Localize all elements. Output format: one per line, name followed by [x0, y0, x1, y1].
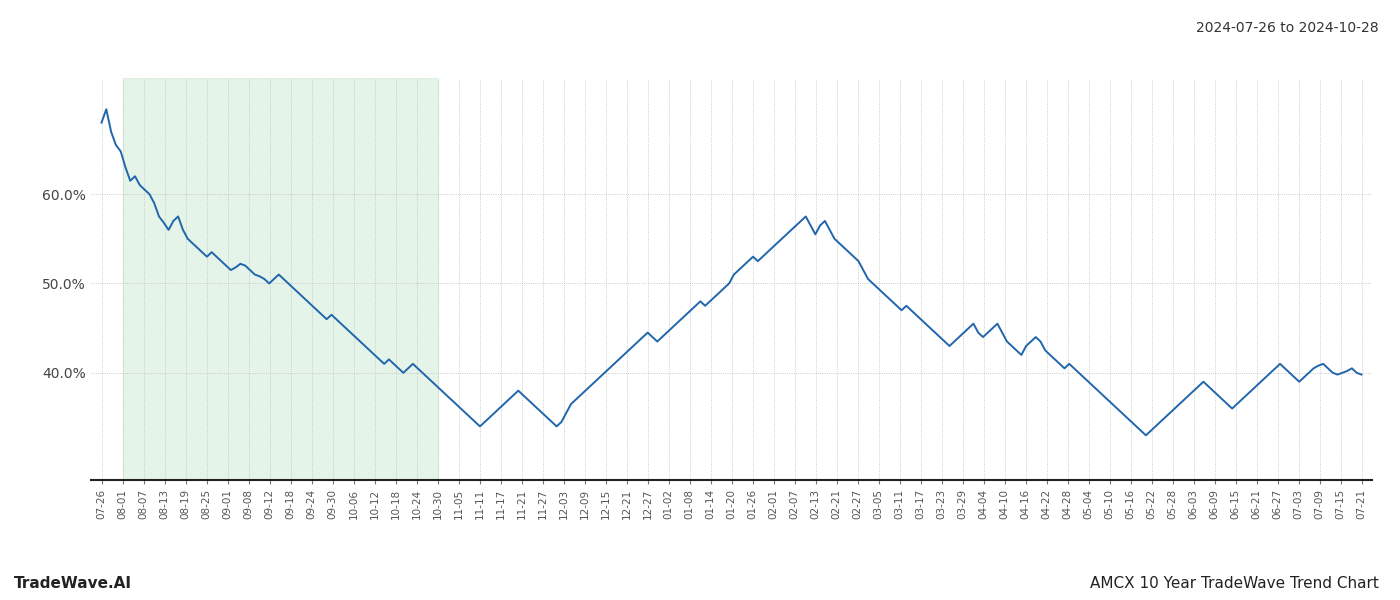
- Text: TradeWave.AI: TradeWave.AI: [14, 576, 132, 591]
- Bar: [123, 78, 437, 480]
- Text: AMCX 10 Year TradeWave Trend Chart: AMCX 10 Year TradeWave Trend Chart: [1091, 576, 1379, 591]
- Text: 2024-07-26 to 2024-10-28: 2024-07-26 to 2024-10-28: [1197, 21, 1379, 35]
